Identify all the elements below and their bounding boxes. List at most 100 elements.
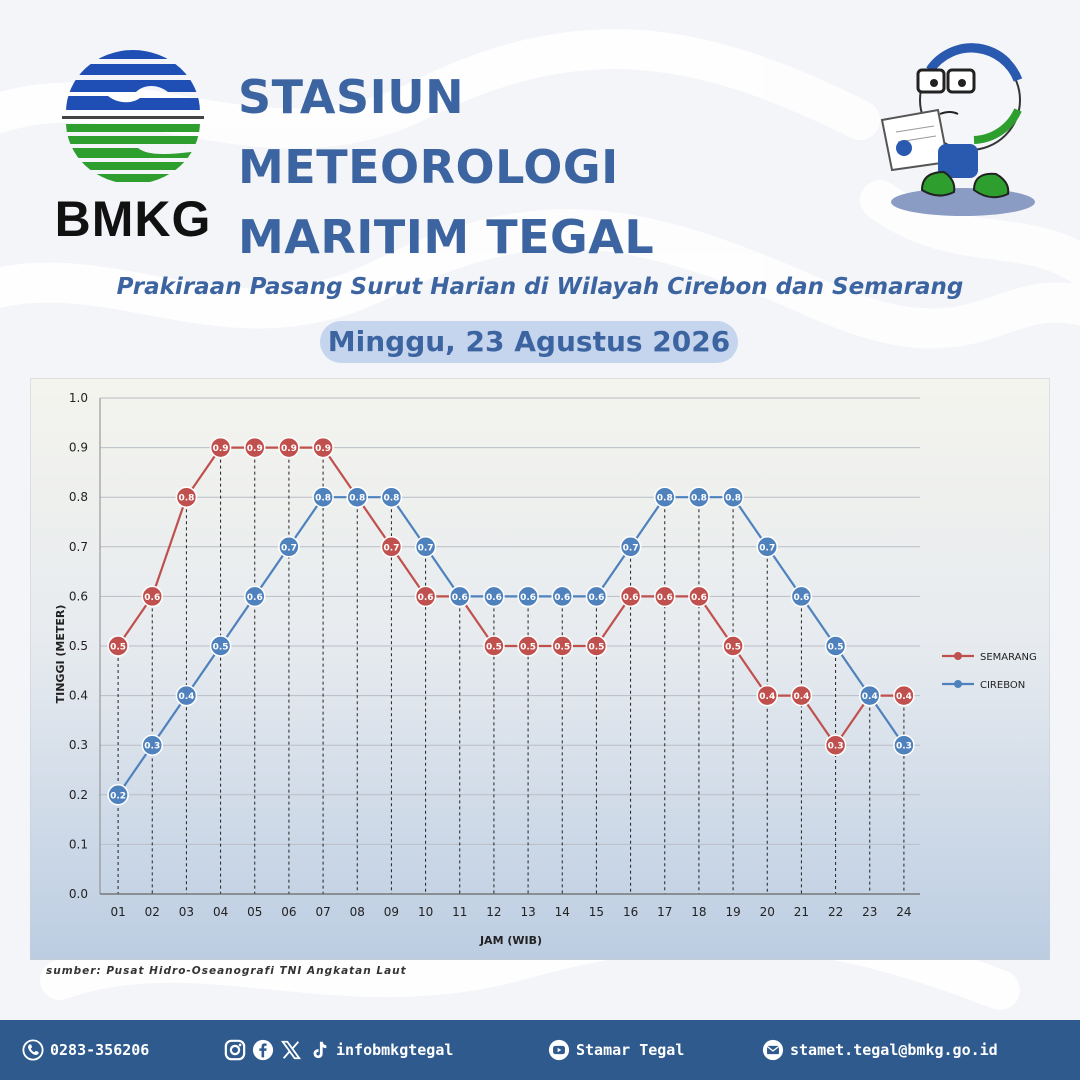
legend-marker-semarang [954, 652, 962, 660]
data-label-cirebon: 0.5 [213, 643, 229, 653]
data-point-cirebon [107, 784, 129, 806]
data-label-cirebon: 0.6 [588, 593, 604, 603]
x-tick-label: 04 [213, 905, 228, 919]
x-tick-label: 23 [862, 905, 877, 919]
footer-email[interactable]: stamet.tegal@bmkg.go.id [762, 1020, 998, 1080]
data-point-cirebon [483, 585, 505, 608]
data-label-cirebon: 0.8 [349, 494, 365, 504]
data-label-cirebon: 0.7 [759, 543, 775, 553]
data-point-cirebon [824, 635, 847, 657]
y-axis-label: TINGGI (METER) [54, 605, 67, 704]
data-point-cirebon [244, 585, 266, 608]
footer-bar: 0283-356206 infobmkgtegal Stamar Tegal [0, 1020, 1080, 1080]
data-point-cirebon [551, 585, 573, 608]
data-point-semarang [175, 486, 198, 508]
x-tick-label: 15 [589, 905, 604, 919]
data-point-semarang [619, 585, 642, 608]
data-label-cirebon: 0.4 [178, 692, 194, 702]
data-point-semarang [790, 684, 813, 707]
data-point-semarang [551, 635, 573, 657]
data-point-cirebon [175, 684, 198, 707]
data-label-semarang: 0.5 [588, 643, 604, 653]
footer-youtube-text: Stamar Tegal [576, 1041, 685, 1059]
mascot-illustration [880, 43, 1035, 216]
x-tick-label: 20 [760, 905, 775, 919]
data-label-cirebon: 0.7 [418, 543, 434, 553]
station-title-line1: STASIUN METEOROLOGI [238, 70, 619, 194]
data-point-cirebon [893, 734, 915, 756]
y-tick-label: 0.4 [69, 689, 88, 703]
data-point-cirebon [449, 585, 471, 608]
data-point-semarang [585, 635, 608, 657]
x-tick-label: 06 [281, 905, 296, 919]
y-tick-label: 0.5 [69, 639, 88, 653]
bmkg-logo-text: BMKG [54, 191, 212, 247]
x-tick-label: 11 [452, 905, 467, 919]
data-label-semarang: 0.6 [418, 593, 434, 603]
data-point-cirebon [380, 486, 403, 508]
data-point-cirebon [414, 536, 437, 558]
data-label-cirebon: 0.6 [520, 593, 536, 603]
data-point-semarang [141, 585, 163, 608]
data-point-cirebon [346, 486, 368, 508]
data-label-cirebon: 0.6 [554, 593, 570, 603]
data-point-cirebon [654, 486, 676, 508]
y-tick-label: 0.8 [69, 490, 88, 504]
y-tick-label: 0.1 [69, 837, 88, 851]
data-point-cirebon [790, 585, 813, 608]
x-tick-label: 02 [145, 905, 160, 919]
data-label-cirebon: 0.4 [862, 692, 878, 702]
legend-marker-cirebon [954, 680, 962, 688]
x-tick-label: 01 [110, 905, 125, 919]
y-tick-label: 0.0 [69, 887, 88, 901]
legend-label-semarang: SEMARANG [980, 652, 1037, 663]
chart-subtitle: Prakiraan Pasang Surut Harian di Wilayah… [116, 274, 964, 300]
data-label-cirebon: 0.6 [486, 593, 502, 603]
footer-social-text: infobmkgtegal [336, 1041, 454, 1059]
data-point-semarang [893, 684, 915, 707]
data-point-semarang [654, 585, 676, 608]
data-label-semarang: 0.6 [623, 593, 639, 603]
x-tick-label: 18 [691, 905, 706, 919]
tiktok-icon [313, 1041, 327, 1059]
data-point-cirebon [585, 585, 608, 608]
data-point-semarang [312, 436, 334, 459]
x-tick-label: 14 [555, 905, 570, 919]
data-point-semarang [278, 436, 300, 459]
data-label-cirebon: 0.3 [896, 742, 912, 752]
instagram-icon [224, 1039, 246, 1061]
data-label-cirebon: 0.3 [144, 742, 160, 752]
chart-series: 0.5 0.6 0.8 0.9 0.9 0.9 0.9 0.8 0.7 0.6 0.6 0.5 0.5 0… [107, 436, 915, 806]
bmkg-logo: BMKG [48, 40, 218, 247]
youtube-icon [548, 1039, 570, 1061]
data-point-semarang [380, 536, 403, 558]
data-point-semarang [483, 635, 505, 657]
legend-label-cirebon: CIREBON [980, 680, 1025, 691]
data-point-cirebon [722, 486, 744, 508]
x-tick-label: 17 [657, 905, 672, 919]
data-point-cirebon [312, 486, 334, 508]
data-point-semarang [414, 585, 437, 608]
x-tick-label: 07 [315, 905, 330, 919]
footer-youtube[interactable]: Stamar Tegal [548, 1020, 684, 1080]
station-title-line2: MARITIM TEGAL [238, 210, 655, 264]
data-label-cirebon: 0.5 [828, 643, 844, 653]
data-point-semarang [209, 436, 232, 459]
x-tick-label: 19 [725, 905, 740, 919]
data-label-semarang: 0.4 [896, 692, 912, 702]
data-label-cirebon: 0.2 [110, 791, 126, 801]
y-tick-label: 1.0 [69, 391, 88, 405]
x-tick-label: 08 [350, 905, 365, 919]
data-label-semarang: 0.6 [691, 593, 707, 603]
data-label-semarang: 0.9 [247, 444, 263, 454]
data-point-cirebon [278, 536, 300, 558]
data-label-semarang: 0.4 [793, 692, 809, 702]
email-icon [762, 1039, 784, 1061]
data-point-semarang [688, 585, 710, 608]
footer-social[interactable]: infobmkgtegal [224, 1020, 453, 1080]
data-label-cirebon: 0.7 [623, 543, 639, 553]
footer-phone-text: 0283-356206 [50, 1041, 150, 1059]
y-tick-label: 0.3 [69, 738, 88, 752]
x-tick-label: 12 [486, 905, 501, 919]
footer-phone[interactable]: 0283-356206 [22, 1020, 149, 1080]
